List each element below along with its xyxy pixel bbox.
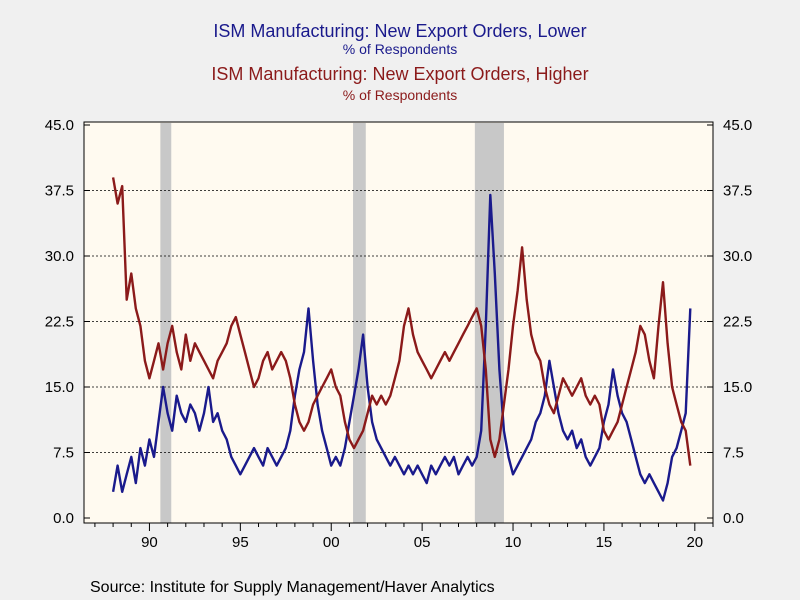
x-tick-label-1: 95 xyxy=(232,534,249,551)
series-line-1 xyxy=(111,177,692,466)
title-lower: ISM Manufacturing: New Export Orders, Lo… xyxy=(213,21,586,41)
y-tick-label-left-0: 0.0 xyxy=(53,510,74,527)
y-tick-label-left-2: 15.0 xyxy=(45,379,74,396)
x-tick-label-5: 15 xyxy=(596,534,613,551)
x-tick-label-4: 10 xyxy=(505,534,522,551)
y-tick-label-left-6: 45.0 xyxy=(45,117,74,134)
y-tick-label-right-2: 15.0 xyxy=(723,379,752,396)
recession-band-0 xyxy=(160,123,172,523)
y-tick-label-left-5: 37.5 xyxy=(45,183,74,200)
title-higher: ISM Manufacturing: New Export Orders, Hi… xyxy=(211,64,588,84)
x-tick-label-0: 90 xyxy=(141,534,158,551)
recession-band-1 xyxy=(353,123,366,523)
y-tick-label-right-5: 37.5 xyxy=(723,183,752,200)
source-note: Source: Institute for Supply Management/… xyxy=(90,579,495,596)
x-tick-label-2: 00 xyxy=(323,534,340,551)
plot-border xyxy=(83,121,714,524)
series-line-0 xyxy=(111,193,692,502)
series-lines xyxy=(111,177,692,502)
y-tick-label-right-1: 7.5 xyxy=(723,445,744,462)
y-tick-label-right-3: 22.5 xyxy=(723,314,752,331)
subtitle-higher: % of Respondents xyxy=(343,87,457,103)
x-tick-label-3: 05 xyxy=(414,534,431,551)
y-tick-label-right-4: 30.0 xyxy=(723,248,752,265)
x-tick-label-6: 20 xyxy=(686,534,703,551)
y-tick-label-left-4: 30.0 xyxy=(45,248,74,265)
x-axis-ticks: 90 95 00 05 10 15 20 xyxy=(94,523,714,551)
plot-area xyxy=(83,121,714,524)
y-axis-ticks: 0.0 0.0 7.5 7.5 15.0 15.0 22.5 22.5 30.0 30.0 37.5… xyxy=(45,117,752,527)
y-tick-label-left-3: 22.5 xyxy=(45,314,74,331)
gridlines xyxy=(84,190,713,453)
subtitle-lower: % of Respondents xyxy=(343,41,457,57)
y-tick-label-left-1: 7.5 xyxy=(53,445,74,462)
y-tick-label-right-0: 0.0 xyxy=(723,510,744,527)
y-tick-label-right-6: 45.0 xyxy=(723,117,752,134)
